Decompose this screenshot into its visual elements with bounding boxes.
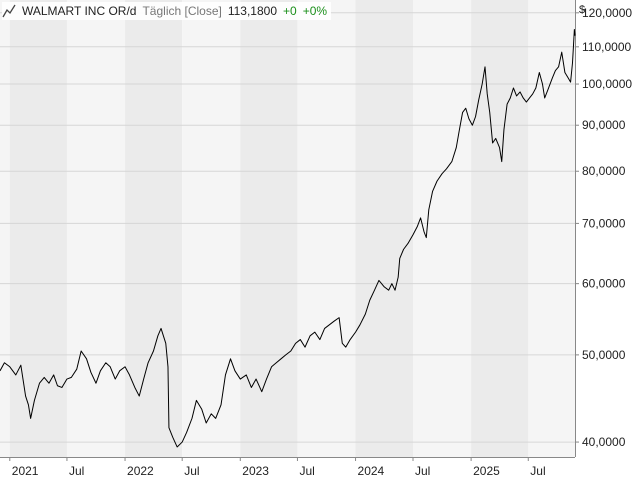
legend-change-abs: +0 [283, 4, 297, 18]
x-tick-label: Jul [415, 464, 430, 478]
x-tick-label: 2023 [242, 464, 269, 478]
background-band [297, 0, 356, 457]
x-tick-label: 2025 [473, 464, 500, 478]
x-tick-label: Jul [299, 464, 314, 478]
x-tick-label: Jul [530, 464, 545, 478]
background-band [0, 0, 10, 457]
background-band [528, 0, 575, 457]
background-band [471, 0, 529, 457]
background-band [125, 0, 183, 457]
x-tick-label: Jul [69, 464, 84, 478]
y-tick-label: 120,0000 [582, 6, 632, 20]
chart-legend: WALMART INC OR/d Täglich [Close] 113,180… [2, 2, 332, 20]
x-tick-label: 2021 [12, 464, 39, 478]
y-tick-label: 90,0000 [582, 118, 626, 132]
x-tick-label: 2022 [127, 464, 154, 478]
background-band [355, 0, 414, 457]
y-tick-label: 60,0000 [582, 277, 626, 291]
price-series [0, 28, 576, 448]
legend-interval: Täglich [Close] [142, 4, 222, 18]
plot-border [0, 0, 576, 458]
legend-last-price: 113,1800 [227, 4, 278, 18]
y-tick-label: 110,0000 [582, 40, 631, 54]
legend-symbol: WALMART INC OR/d [22, 4, 137, 18]
month-bands [0, 0, 575, 457]
background-band [240, 0, 298, 457]
background-band [66, 0, 126, 457]
y-tick-label: 50,0000 [582, 348, 626, 362]
x-tick-label: 2024 [358, 464, 385, 478]
x-tick-label: Jul [184, 464, 199, 478]
y-tick-label: 100,0000 [582, 77, 632, 91]
background-band [182, 0, 241, 457]
currency-label: $ [579, 4, 586, 16]
y-tick-label: 40,0000 [582, 435, 626, 449]
price-line [0, 28, 576, 448]
legend-change-pct: +0% [302, 4, 328, 18]
y-axis: 40,0000 50,0000 60,0000 70,0000 80,0000 90,00… [575, 6, 632, 449]
background-band [413, 0, 472, 457]
y-tick-label: 70,0000 [582, 216, 626, 230]
line-chart-icon [2, 4, 16, 18]
y-tick-label: 80,0000 [582, 164, 626, 178]
x-axis: 2021 Jul 2022 Jul 2023 Jul 2024 Jul 2025 Jul [9, 457, 546, 478]
background-band [9, 0, 67, 457]
